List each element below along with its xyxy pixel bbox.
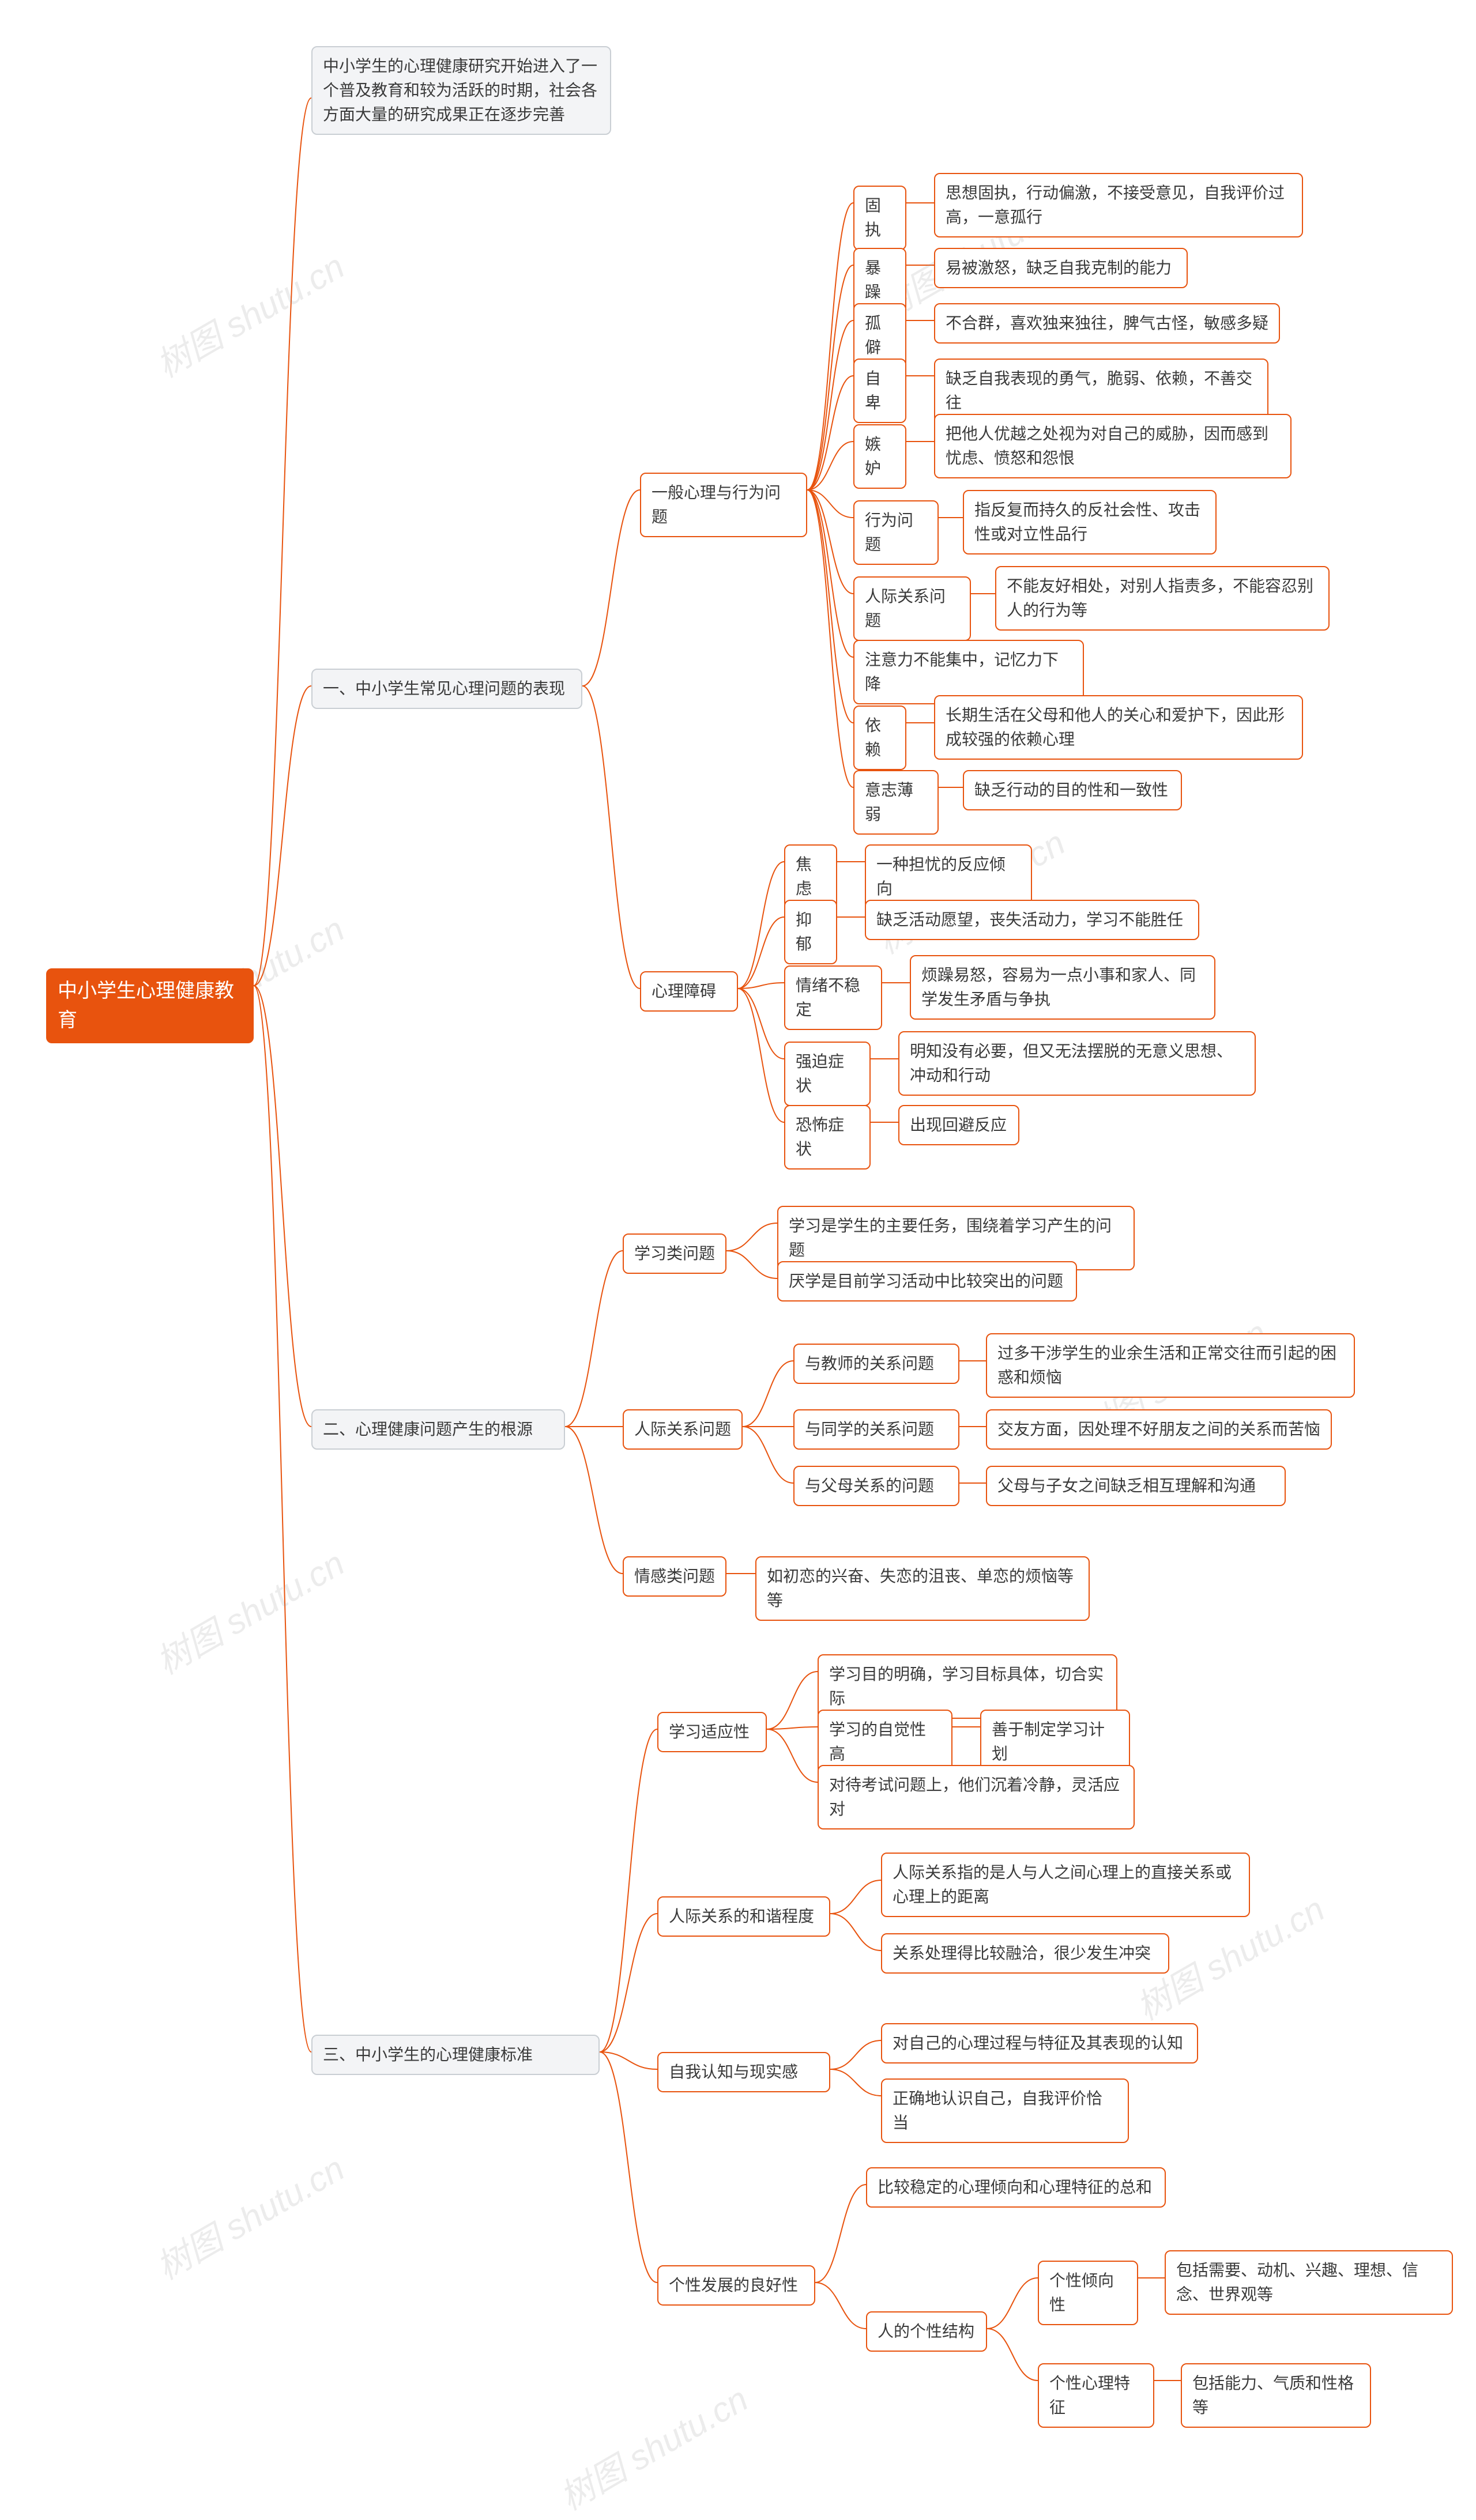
- b1b-item-1-label[interactable]: 抑郁: [784, 900, 837, 964]
- b3d-item-0[interactable]: 比较稳定的心理倾向和心理特征的总和: [866, 2167, 1166, 2208]
- branch-3c[interactable]: 自我认知与现实感: [657, 2052, 830, 2092]
- b1a-item-4-desc[interactable]: 把他人优越之处视为对自己的威胁，因而感到忧虑、愤怒和怨恨: [934, 414, 1292, 478]
- b1b-item-4-label[interactable]: 恐怖症状: [784, 1105, 871, 1170]
- branch-2b[interactable]: 人际关系问题: [623, 1409, 743, 1450]
- b1a-item-0-label[interactable]: 固执: [853, 186, 906, 250]
- b1a-item-1-desc[interactable]: 易被激怒，缺乏自我克制的能力: [934, 248, 1188, 288]
- b1a-item-6-desc[interactable]: 不能友好相处，对别人指责多，不能容忍别人的行为等: [995, 566, 1330, 631]
- watermark: 树图 shutu.cn: [549, 2372, 756, 2520]
- b1b-item-1-desc[interactable]: 缺乏活动愿望，丧失活动力，学习不能胜任: [865, 900, 1199, 940]
- b1b-item-3-label[interactable]: 强迫症状: [784, 1042, 871, 1106]
- b1a-item-4-label[interactable]: 嫉妒: [853, 424, 906, 489]
- branch-2[interactable]: 二、心理健康问题产生的根源: [311, 1409, 565, 1450]
- b1b-item-3-desc[interactable]: 明知没有必要，但又无法摆脱的无意义思想、冲动和行动: [898, 1031, 1256, 1096]
- b3d-sub-0-desc[interactable]: 包括需要、动机、兴趣、理想、信念、世界观等: [1165, 2250, 1453, 2315]
- b1a-item-9-desc[interactable]: 缺乏行动的目的性和一致性: [963, 770, 1182, 810]
- watermark: 树图 shutu.cn: [146, 2141, 352, 2289]
- watermark: 树图 shutu.cn: [146, 239, 352, 387]
- b1a-item-5-desc[interactable]: 指反复而持久的反社会性、攻击性或对立性品行: [963, 490, 1217, 554]
- b3b-item-0[interactable]: 人际关系指的是人与人之间心理上的直接关系或心理上的距离: [881, 1853, 1250, 1917]
- b2a-item-1[interactable]: 厌学是目前学习活动中比较突出的问题: [777, 1261, 1077, 1302]
- b1a-item-0-desc[interactable]: 思想固执，行动偏激，不接受意见，自我评价过高，一意孤行: [934, 173, 1303, 237]
- branch-2a[interactable]: 学习类问题: [623, 1233, 726, 1274]
- b1a-item-6-label[interactable]: 人际关系问题: [853, 576, 971, 641]
- b2b-item-2-desc[interactable]: 父母与子女之间缺乏相互理解和沟通: [986, 1466, 1286, 1506]
- b3d-sub-1-desc[interactable]: 包括能力、气质和性格等: [1181, 2363, 1371, 2428]
- b1a-item-2-desc[interactable]: 不合群，喜欢独来独往，脾气古怪，敏感多疑: [934, 303, 1280, 344]
- b1a-item-3-label[interactable]: 自卑: [853, 359, 906, 423]
- branch-3d[interactable]: 个性发展的良好性: [657, 2265, 815, 2306]
- branch-3d-sub[interactable]: 人的个性结构: [866, 2311, 987, 2352]
- b2c-desc[interactable]: 如初恋的兴奋、失恋的沮丧、单恋的烦恼等等: [755, 1556, 1090, 1621]
- b1a-item-8-desc[interactable]: 长期生活在父母和他人的关心和爱护下，因此形成较强的依赖心理: [934, 695, 1303, 760]
- b3a-item-2[interactable]: 对待考试问题上，他们沉着冷静，灵活应对: [818, 1765, 1135, 1829]
- intro-node[interactable]: 中小学生的心理健康研究开始进入了一个普及教育和较为活跃的时期，社会各方面大量的研…: [311, 46, 611, 135]
- b1a-item-9-label[interactable]: 意志薄弱: [853, 770, 939, 835]
- watermark: 树图 shutu.cn: [146, 1536, 352, 1684]
- b3c-item-0[interactable]: 对自己的心理过程与特征及其表现的认知: [881, 2023, 1198, 2063]
- b1b-item-2-desc[interactable]: 烦躁易怒，容易为一点小事和家人、同学发生矛盾与争执: [910, 955, 1215, 1020]
- mindmap-canvas: 树图 shutu.cn 树图 shutu.cn 树图 shutu.cn 树图 s…: [0, 0, 1476, 2519]
- b2b-item-0-label[interactable]: 与教师的关系问题: [793, 1344, 959, 1384]
- b1a-item-5-label[interactable]: 行为问题: [853, 500, 939, 565]
- branch-1a[interactable]: 一般心理与行为问题: [640, 473, 807, 537]
- b3c-item-1[interactable]: 正确地认识自己，自我评价恰当: [881, 2078, 1129, 2143]
- b2b-item-1-label[interactable]: 与同学的关系问题: [793, 1409, 959, 1450]
- b2b-item-1-desc[interactable]: 交友方面，因处理不好朋友之间的关系而苦恼: [986, 1409, 1332, 1450]
- b1a-item-8-label[interactable]: 依赖: [853, 706, 906, 770]
- b2b-item-2-label[interactable]: 与父母关系的问题: [793, 1466, 959, 1506]
- branch-3b[interactable]: 人际关系的和谐程度: [657, 1896, 830, 1937]
- b3d-sub-1-label[interactable]: 个性心理特征: [1038, 2363, 1154, 2428]
- b3b-item-1[interactable]: 关系处理得比较融洽，很少发生冲突: [881, 1933, 1169, 1974]
- branch-3a[interactable]: 学习适应性: [657, 1712, 767, 1752]
- branch-1b[interactable]: 心理障碍: [640, 971, 738, 1012]
- branch-3[interactable]: 三、中小学生的心理健康标准: [311, 2035, 600, 2075]
- b3d-sub-0-label[interactable]: 个性倾向性: [1038, 2261, 1138, 2325]
- branch-1[interactable]: 一、中小学生常见心理问题的表现: [311, 669, 582, 709]
- b1b-item-2-label[interactable]: 情绪不稳定: [784, 965, 882, 1030]
- root-node[interactable]: 中小学生心理健康教育: [46, 968, 254, 1043]
- branch-2c[interactable]: 情感类问题: [623, 1556, 726, 1597]
- b2b-item-0-desc[interactable]: 过多干涉学生的业余生活和正常交往而引起的困惑和烦恼: [986, 1333, 1355, 1398]
- b1b-item-4-desc[interactable]: 出现回避反应: [898, 1105, 1019, 1145]
